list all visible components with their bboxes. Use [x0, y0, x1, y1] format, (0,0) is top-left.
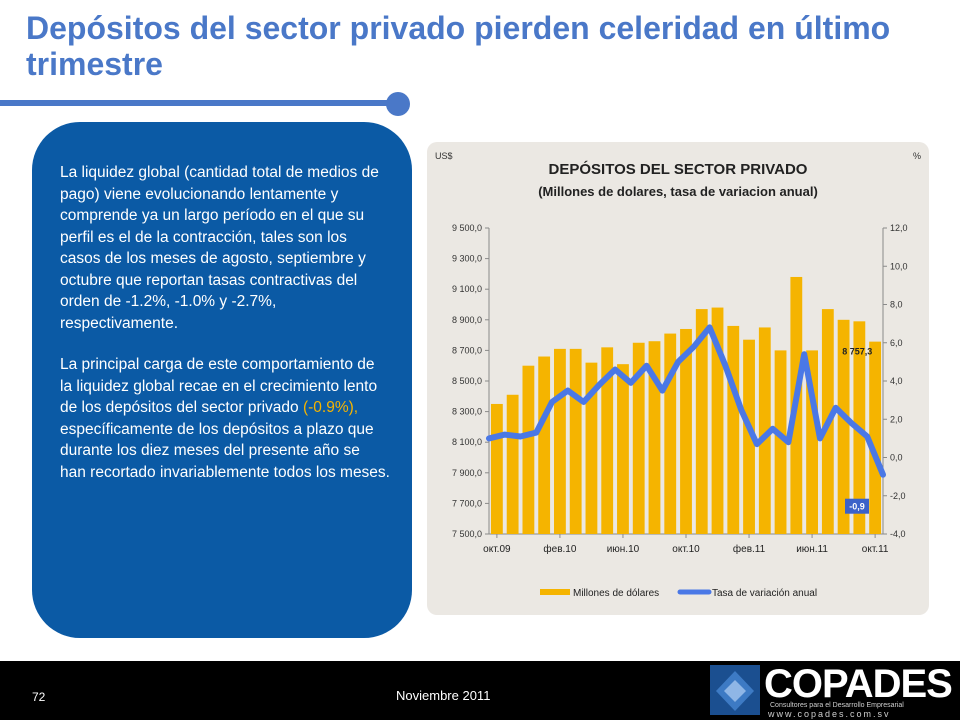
- left-tick-label: 9 500,0: [452, 223, 482, 233]
- left-tick-label: 7 500,0: [452, 529, 482, 539]
- footer-bar: [0, 661, 960, 720]
- chart-title: DEPÓSITOS DEL SECTOR PRIVADO: [549, 160, 808, 178]
- bar-deposits: [774, 350, 787, 534]
- x-tick-label: июн.11: [796, 544, 828, 555]
- left-tick-label: 8 100,0: [452, 437, 482, 447]
- legend-swatch-bars: [540, 589, 570, 595]
- bar-deposits: [727, 325, 740, 534]
- bar-deposits: [490, 403, 503, 534]
- left-tick-label: 7 700,0: [452, 498, 482, 508]
- right-tick-label: 6,0: [890, 338, 903, 348]
- page-number: 72: [32, 690, 46, 704]
- last-rate-label-box: [845, 498, 869, 514]
- copades-logo-icon: [710, 665, 760, 715]
- bar-deposits: [522, 365, 535, 534]
- bar-deposits: [585, 362, 598, 534]
- title-underline-dot: [386, 92, 410, 116]
- paragraph-2-start: La principal carga de este comportamient…: [60, 356, 378, 416]
- x-tick-label: фев.11: [733, 543, 766, 555]
- bar-deposits: [569, 348, 582, 534]
- left-tick-label: 8 900,0: [452, 315, 482, 325]
- x-tick-label: фев.10: [543, 543, 576, 555]
- bar-deposits: [806, 350, 818, 534]
- slide-title: Depósitos del sector privado pierden cel…: [26, 10, 891, 82]
- paragraph-2: La principal carga de este comportamient…: [60, 354, 390, 483]
- footer-date: Noviembre 2011: [396, 688, 491, 703]
- plot-area: 7 500,0 7 700,0 7 900,0 8 100,0 8 300,0 8 500…: [452, 223, 908, 555]
- title-underline: [0, 100, 400, 106]
- x-tick-label: окт.11: [862, 544, 889, 555]
- bar-deposits: [664, 333, 677, 534]
- deposits-chart: US$ % DEPÓSITOS DEL SECTOR PRIVADO (Mill…: [435, 151, 921, 599]
- logo-url: www.copades.com.sv: [768, 709, 891, 719]
- logo-tagline: Consultores para el Desarrollo Empresari…: [770, 702, 904, 709]
- logo-wordmark: COPADES: [764, 662, 953, 706]
- legend-line-label: Tasa de variación anual: [712, 588, 817, 599]
- right-tick-label: 10,0: [890, 261, 908, 271]
- right-tick-label: 2,0: [890, 414, 903, 424]
- bar-deposits: [601, 347, 614, 534]
- bar-deposits: [538, 356, 551, 534]
- text-panel-content: La liquidez global (cantidad total de me…: [60, 162, 390, 503]
- left-tick-label: 7 900,0: [452, 468, 482, 478]
- right-tick-label: 12,0: [890, 223, 908, 233]
- x-tick-label: окт.09: [483, 544, 511, 555]
- right-tick-label: 8,0: [890, 300, 903, 310]
- legend-bars-label: Millones de dólares: [573, 588, 659, 599]
- left-tick-label: 9 100,0: [452, 284, 482, 294]
- chart-panel: US$ % DEPÓSITOS DEL SECTOR PRIVADO (Mill…: [427, 142, 929, 615]
- left-tick-label: 8 700,0: [452, 345, 482, 355]
- left-tick-label: 8 300,0: [452, 407, 482, 417]
- paragraph-2-end: específicamente de los depósitos a plazo…: [60, 420, 390, 481]
- bar-deposits: [680, 328, 692, 534]
- left-tick-label: 8 500,0: [452, 376, 482, 386]
- right-tick-label: -2,0: [890, 491, 906, 501]
- last-bar-value-label: 8 757,3: [842, 347, 872, 357]
- last-rate-value-label: -0,9: [849, 502, 865, 512]
- line-rate-series: [486, 324, 886, 478]
- left-tick-label: 9 300,0: [452, 254, 482, 264]
- bar-deposits: [554, 348, 566, 534]
- x-tick-label: окт.10: [672, 544, 700, 555]
- left-unit-label: US$: [435, 151, 453, 161]
- text-panel: La liquidez global (cantidad total de me…: [32, 122, 412, 638]
- paragraph-2-highlight: (-0.9%),: [302, 399, 359, 416]
- bar-deposits: [711, 307, 724, 534]
- right-tick-label: 0,0: [890, 453, 903, 463]
- bar-deposits: [648, 341, 661, 534]
- right-unit-label: %: [913, 151, 921, 161]
- bar-deposits: [506, 394, 519, 534]
- right-tick-label: -4,0: [890, 529, 906, 539]
- right-tick-label: 4,0: [890, 376, 903, 386]
- paragraph-1: La liquidez global (cantidad total de me…: [60, 164, 379, 332]
- bar-deposits: [632, 342, 645, 534]
- bar-deposits: [695, 309, 708, 534]
- bar-deposits: [837, 319, 850, 534]
- bar-deposits: [743, 339, 755, 534]
- bar-deposits: [617, 364, 629, 534]
- chart-subtitle: (Millones de dolares, tasa de variacion …: [538, 184, 818, 199]
- bar-deposits: [758, 327, 771, 534]
- x-tick-label: июн.10: [607, 544, 640, 555]
- bar-deposits: [869, 341, 882, 534]
